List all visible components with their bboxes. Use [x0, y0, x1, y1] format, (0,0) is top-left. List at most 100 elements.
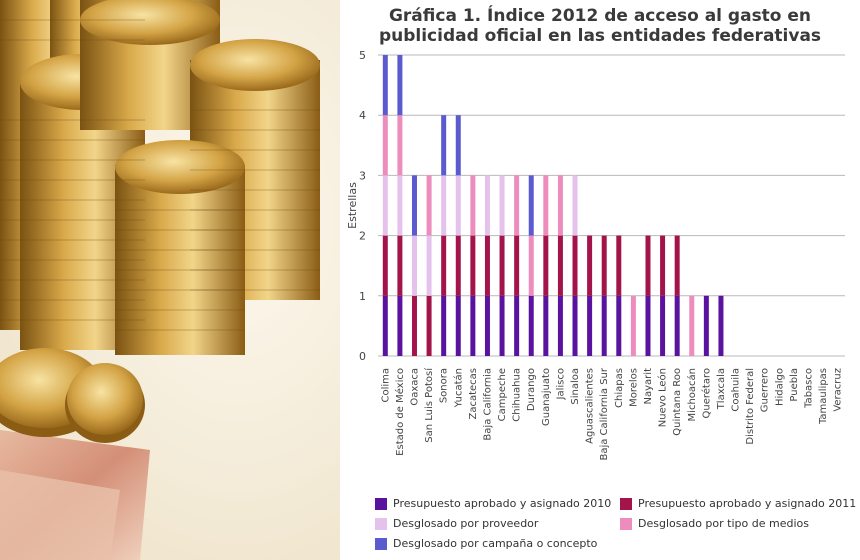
bar-segment [630, 295, 636, 356]
legend-swatch-medios [620, 517, 632, 530]
bar-segment [601, 295, 607, 356]
bar-segment [543, 295, 549, 356]
legend-item-proveedor: Desglosado por proveedor [375, 517, 538, 530]
bar-segment [514, 235, 520, 296]
chart-title: Gráfica 1. Índice 2012 de acceso al gast… [340, 6, 860, 46]
bar-segment [455, 115, 461, 176]
x-tick-label: Coahuila [731, 368, 742, 412]
x-tick-label: Durango [526, 368, 537, 411]
bar-segment [411, 235, 417, 296]
x-tick-label: Chiapas [614, 368, 625, 408]
bar-segment [382, 115, 388, 176]
x-tick-label: Baja California Sur [599, 367, 610, 460]
bar-segment [572, 175, 578, 236]
bar-segment [616, 235, 622, 296]
bar-segment [470, 175, 476, 236]
x-tick-label: Veracruz [833, 368, 844, 412]
bar-segment [441, 115, 447, 176]
bar-segment [441, 175, 447, 236]
bar-segment [528, 295, 534, 356]
legend-swatch-2011 [620, 497, 632, 510]
x-tick-label: Querétaro [700, 368, 712, 418]
y-tick-label: 0 [359, 350, 366, 363]
bar-segment [587, 235, 593, 296]
bar-segment [426, 295, 432, 356]
x-tick-label: Tabasco [804, 368, 815, 409]
y-tick-label: 1 [359, 290, 366, 303]
bar-segment [572, 295, 578, 356]
bar-segment [441, 235, 447, 296]
legend-swatch-2010 [375, 497, 387, 510]
bar-segment [616, 295, 622, 356]
y-axis-label: Estrellas [346, 182, 359, 229]
bar-segment [718, 295, 724, 356]
x-tick-label: Aguascalientes [585, 368, 596, 444]
bar-segment [572, 235, 578, 296]
bar-segment [455, 235, 461, 296]
x-tick-label: Hidalgo [774, 368, 785, 406]
bar-segment [557, 235, 563, 296]
bar-segment [689, 295, 695, 356]
legend-item-medios: Desglosado por tipo de medios [620, 517, 809, 530]
legend-label-campana: Desglosado por campaña o concepto [393, 537, 598, 550]
legend-label-medios: Desglosado por tipo de medios [638, 517, 809, 530]
bar-segment [455, 295, 461, 356]
x-tick-label: Tlaxcala [716, 368, 727, 410]
x-tick-label: Puebla [789, 368, 800, 402]
bar-segment [382, 55, 388, 116]
x-tick-label: Nuevo León [657, 368, 669, 427]
bar-segment [411, 295, 417, 356]
chart-title-line-2: publicidad oficial en las entidades fede… [378, 26, 822, 46]
bar-segment [674, 235, 680, 296]
bar-segment [528, 175, 534, 236]
legend-label-2011: Presupuesto aprobado y asignado 2011 [638, 497, 857, 510]
legend-swatch-proveedor [375, 517, 387, 530]
y-tick-label: 2 [359, 230, 366, 243]
legend-label-2010: Presupuesto aprobado y asignado 2010 [393, 497, 612, 510]
bar-segment [499, 295, 505, 356]
legend-item-campana: Desglosado por campaña o concepto [375, 537, 597, 550]
bar-segment [441, 295, 447, 356]
bar-segment [484, 295, 490, 356]
bar-segment [601, 235, 607, 296]
x-tick-label: Michoacán [686, 368, 698, 421]
x-tick-label: Sinaloa [570, 368, 581, 405]
x-tick-label: Baja California [482, 368, 493, 441]
chart-legend: Presupuesto aprobado y asignado 2010 Pre… [375, 495, 856, 555]
y-tick-label: 3 [359, 169, 366, 182]
bar-segment [411, 175, 417, 236]
x-tick-label: Guerrero [760, 368, 771, 412]
x-tick-label: Sonora [439, 368, 450, 403]
x-tick-label: San Luis Potosí [423, 367, 435, 443]
x-tick-label: Oaxaca [409, 368, 420, 406]
bar-segment [543, 175, 549, 236]
legend-swatch-campana [375, 537, 387, 550]
x-tick-label: Nayarit [643, 368, 654, 405]
bar-segment [455, 175, 461, 236]
x-tick-label: Quintana Roo [672, 368, 683, 436]
y-tick-label: 4 [359, 109, 366, 122]
legend-item-2011: Presupuesto aprobado y asignado 2011 [620, 497, 856, 510]
bar-segment [499, 175, 505, 236]
coins-photo [0, 0, 340, 560]
x-tick-label: Estado de México [394, 368, 406, 456]
bar-segment [484, 235, 490, 296]
bar-segment [397, 235, 403, 296]
x-tick-label: Chihuahua [512, 368, 523, 422]
bar-segment [514, 175, 520, 236]
bar-segment [528, 235, 534, 296]
bar-segment [397, 55, 403, 116]
legend-item-2010: Presupuesto aprobado y asignado 2010 [375, 497, 611, 510]
bar-segment [470, 235, 476, 296]
bar-segment [660, 295, 666, 356]
coins-illustration [0, 0, 320, 560]
bar-segment [587, 295, 593, 356]
bar-segment [557, 175, 563, 236]
x-tick-label: Yucatán [452, 368, 464, 408]
x-tick-label: Distrito Federal [745, 368, 756, 445]
bar-segment [382, 175, 388, 236]
bar-segment [674, 295, 680, 356]
bar-segment [645, 235, 651, 296]
x-tick-label: Guanajuato [541, 368, 552, 426]
